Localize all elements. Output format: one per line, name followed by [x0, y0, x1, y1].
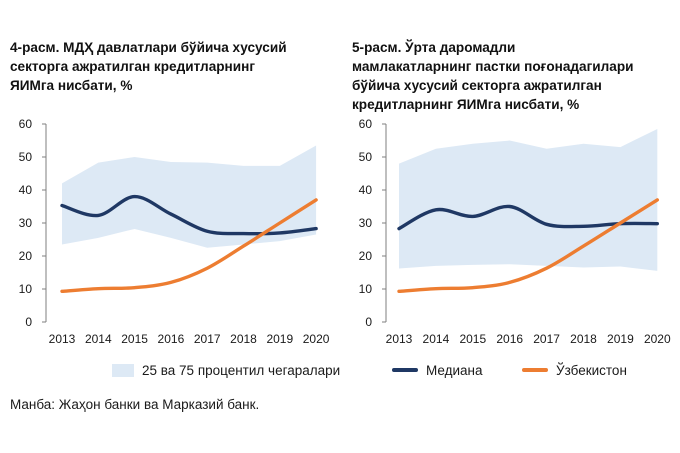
c4-y-tick-label: 40	[19, 183, 33, 197]
median-swatch	[392, 368, 418, 372]
source-note: Манба: Жаҳон банки ва Марказий банк.	[10, 397, 260, 412]
c4-y-tick-label: 30	[19, 216, 33, 230]
c4-y-tick-label: 0	[25, 315, 32, 329]
c5-uzbekistan-line	[397, 198, 659, 294]
legend-band-label: 25 ва 75 процентил чегаралари	[142, 362, 341, 378]
c5-y-tick-label: 60	[359, 117, 373, 131]
c5-x-tick-label: 2015	[459, 332, 486, 346]
chart-4-title: 4-расм. МДҲ давлатлари бўйича хусусий се…	[10, 40, 287, 93]
c5-y-tick-label: 20	[359, 249, 373, 263]
chart-5-title: 5-расм. Ўрта даромадли мамлакатларнинг п…	[352, 40, 634, 112]
legend-uzbekistan: Ўзбекистон	[522, 359, 627, 381]
c4-y-tick-label: 20	[19, 249, 33, 263]
c4-y-tick-label: 50	[19, 150, 33, 164]
c4-x-tick-label: 2013	[49, 332, 76, 346]
legend-band: 25 ва 75 процентил чегаралари	[112, 359, 340, 381]
c4-x-tick-label: 2018	[230, 332, 257, 346]
c5-x-tick-label: 2017	[533, 332, 560, 346]
c4-x-tick-label: 2015	[121, 332, 148, 346]
c5-x-tick-label: 2019	[607, 332, 634, 346]
c4-x-tick-label: 2017	[194, 332, 221, 346]
c5-percentile-band	[399, 128, 658, 271]
c5-x-tick-label: 2016	[496, 332, 523, 346]
c5-y-tick-label: 10	[359, 282, 373, 296]
c4-y-tick-label: 10	[19, 282, 33, 296]
legend: 25 ва 75 процентил чегаралари Медиана Ўз…	[0, 359, 680, 383]
c5-y-tick-label: 50	[359, 150, 373, 164]
uzbekistan-swatch	[522, 368, 548, 372]
legend-uzbekistan-label: Ўзбекистон	[556, 362, 627, 378]
c5-y-tick-label: 30	[359, 216, 373, 230]
c5-x-tick-label: 2013	[386, 332, 413, 346]
c5-x-tick-label: 2014	[423, 332, 450, 346]
c4-uzbekistan-line	[60, 198, 318, 294]
c4-x-tick-label: 2020	[303, 332, 330, 346]
c4-x-tick-label: 2019	[266, 332, 293, 346]
c4-x-tick-label: 2014	[85, 332, 112, 346]
c5-y-tick-label: 40	[359, 183, 373, 197]
legend-median-label: Медиана	[426, 362, 483, 378]
band-swatch	[112, 363, 134, 377]
c4-x-tick-label: 2016	[158, 332, 185, 346]
c5-x-tick-label: 2020	[644, 332, 671, 346]
c5-y-tick-label: 0	[365, 315, 372, 329]
c4-median-line	[60, 194, 318, 236]
legend-median: Медиана	[392, 359, 483, 381]
c4-percentile-band	[62, 145, 317, 248]
c4-y-tick-label: 60	[19, 117, 33, 131]
c5-x-tick-label: 2018	[570, 332, 597, 346]
